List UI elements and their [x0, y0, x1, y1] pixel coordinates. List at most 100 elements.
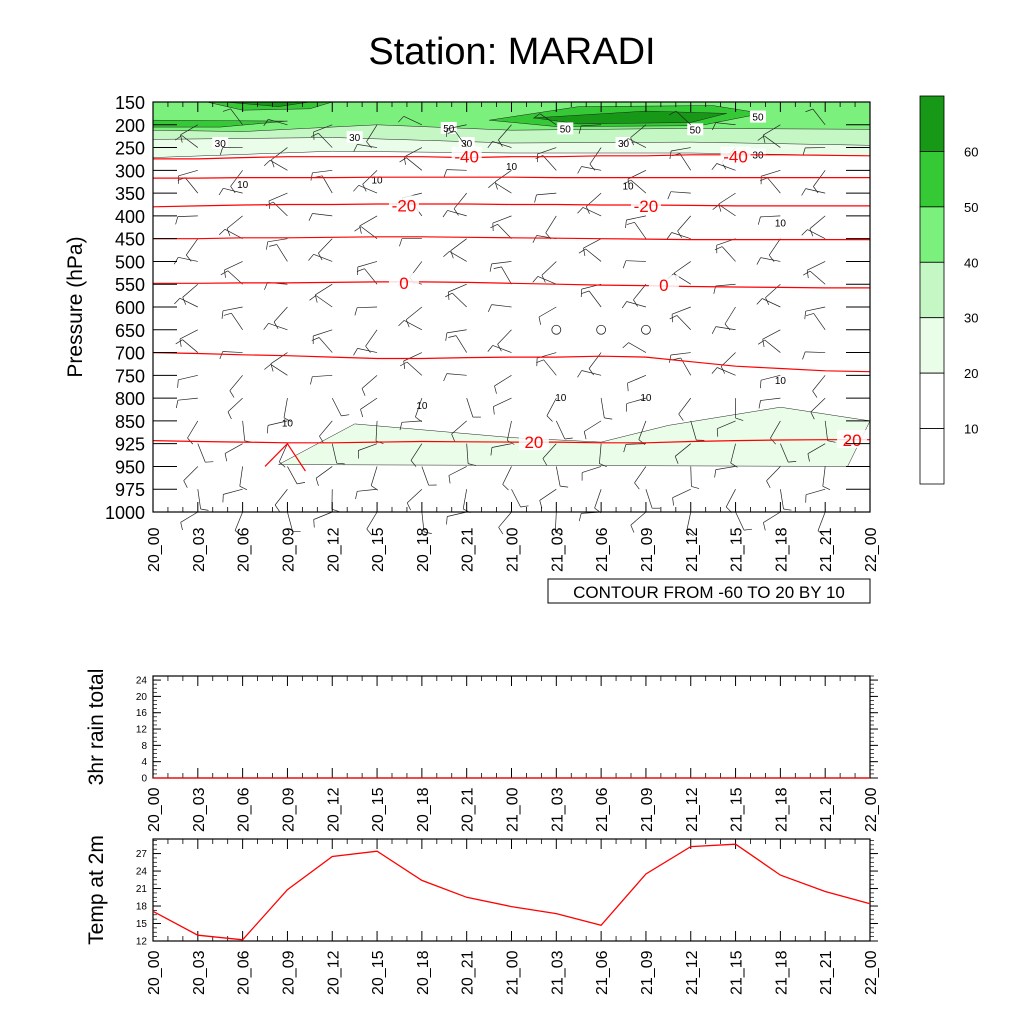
xs-time-label: 21_15 — [729, 527, 746, 572]
wind-barb-flag — [223, 312, 232, 316]
rain-frame — [152, 675, 871, 779]
wind-barb-flag — [627, 179, 630, 188]
colorbar-label: 10 — [964, 422, 978, 437]
wind-barb — [633, 284, 647, 301]
wind-barb — [230, 170, 243, 187]
wind-barb-flag — [443, 169, 448, 178]
speed-label-bg-13 — [772, 216, 789, 229]
wind-barb — [446, 329, 467, 334]
pressure-tick-label: 300 — [115, 161, 145, 181]
wind-barb — [492, 345, 512, 353]
wind-barb-flag — [714, 469, 717, 478]
wind-barb — [177, 215, 198, 217]
cross-section-panel: 50 50 50 50 30 30 30 30 30 10 10 10 10 10 10 10 10 10 10 -… — [64, 93, 880, 604]
wind-barb-flag — [760, 380, 762, 389]
wind-barb — [676, 315, 692, 331]
wind-barb-flag — [423, 531, 432, 534]
wind-barb-flag — [271, 159, 275, 168]
wind-barb-flag — [623, 444, 627, 453]
temp-time-label: 20_21 — [460, 950, 477, 995]
wind-barb-flag — [560, 485, 569, 488]
wind-barb — [542, 443, 557, 459]
wind-barb — [670, 191, 691, 194]
temp-contour-label-7: 20 — [843, 431, 862, 450]
wind-barb-flag — [801, 229, 808, 236]
wind-barb — [625, 260, 646, 262]
temp-contour-line-4 — [153, 281, 870, 289]
wind-barb — [760, 374, 781, 381]
wind-barb-flag — [448, 475, 451, 484]
pressure-tick-label: 200 — [115, 116, 145, 136]
temp-contour-line-5 — [152, 352, 871, 373]
wind-barb-flag — [311, 337, 320, 341]
wind-barb-flag — [274, 504, 280, 512]
wind-barb — [543, 359, 557, 376]
wind-barb-flag — [218, 188, 224, 196]
speed-label-6: 30 — [461, 139, 473, 150]
wind-barb-flag — [399, 361, 408, 367]
wind-barb — [718, 204, 736, 217]
rain-y-tick-label: 4 — [141, 757, 147, 768]
wind-barb-flag — [762, 339, 765, 348]
colorbar-swatch-6 — [919, 428, 945, 485]
wind-barb-flag — [175, 339, 183, 345]
wind-barb — [446, 373, 467, 376]
wind-barb — [315, 295, 333, 308]
wind-barb — [267, 420, 288, 426]
temp-time-label: 21_12 — [684, 950, 701, 995]
wind-barb-flag — [179, 338, 182, 347]
wind-barb-flag — [672, 497, 674, 506]
wind-barb-flag — [445, 128, 448, 137]
xs-time-label: 21_06 — [594, 527, 611, 572]
wind-barb-flag — [450, 250, 454, 259]
xs-time-label: 21_18 — [773, 527, 790, 572]
wind-barb-flag — [711, 163, 718, 171]
wind-barb-flag — [283, 417, 292, 422]
wind-barb — [271, 147, 288, 160]
wind-barb — [555, 466, 561, 487]
wind-barb — [678, 397, 692, 415]
rain-y-tick-label: 0 — [141, 774, 147, 785]
wind-barb-flag — [398, 320, 405, 327]
temp-y-tick-label: 12 — [136, 937, 148, 948]
wind-barb — [625, 443, 646, 445]
wind-barb — [717, 420, 736, 430]
wind-barb-flag — [626, 221, 635, 225]
wind-barb-flag — [806, 270, 809, 279]
wind-barb — [318, 238, 333, 254]
wind-barb-flag — [360, 409, 364, 418]
wind-barb — [491, 261, 512, 265]
wind-barb — [181, 135, 199, 148]
wind-barb-flag — [768, 254, 775, 262]
wind-barb-flag — [315, 478, 319, 486]
wind-barb-flag — [807, 453, 810, 462]
wind-barb — [634, 222, 647, 239]
wind-barb-flag — [634, 482, 640, 490]
wind-barb-flag — [758, 400, 761, 409]
rain-axis-label: 3hr rain total — [85, 669, 108, 786]
wind-barb — [449, 251, 467, 262]
colorbar-swatch-1 — [919, 151, 945, 208]
speed-label-bg-14 — [413, 398, 430, 411]
wind-barb-flag — [310, 376, 313, 385]
temperature-axes: 12 15 18 21 24 27 20_00 20_03 20_06 20_09 20_12 20_… — [136, 839, 880, 995]
wind-barb-flag — [757, 135, 765, 141]
wind-barb-flag — [230, 186, 236, 194]
wind-barb — [599, 443, 602, 464]
wind-barb-flag — [498, 527, 504, 535]
xs-time-label: 22_00 — [863, 527, 880, 572]
wind-barb-flag — [353, 185, 359, 192]
cross-section-axes: 1502002503003504004505005506006507007508… — [105, 93, 880, 572]
wind-barb-flag — [453, 208, 459, 216]
wind-barb-flag — [219, 351, 224, 360]
wind-barb-flag — [765, 297, 770, 306]
wind-barb-flag — [756, 298, 763, 305]
rain-axes: 0 4 8 12 16 20 24 20_00 20_03 20_06 20_09 20_12 20_1… — [136, 676, 880, 832]
wind-barb — [805, 488, 826, 496]
wind-barb — [581, 166, 602, 171]
wind-barb — [242, 420, 246, 441]
wind-barb — [724, 306, 736, 325]
speed-label-bg-17 — [772, 373, 789, 386]
wind-barb — [360, 397, 378, 410]
rain-time-label: 20_15 — [370, 787, 387, 832]
